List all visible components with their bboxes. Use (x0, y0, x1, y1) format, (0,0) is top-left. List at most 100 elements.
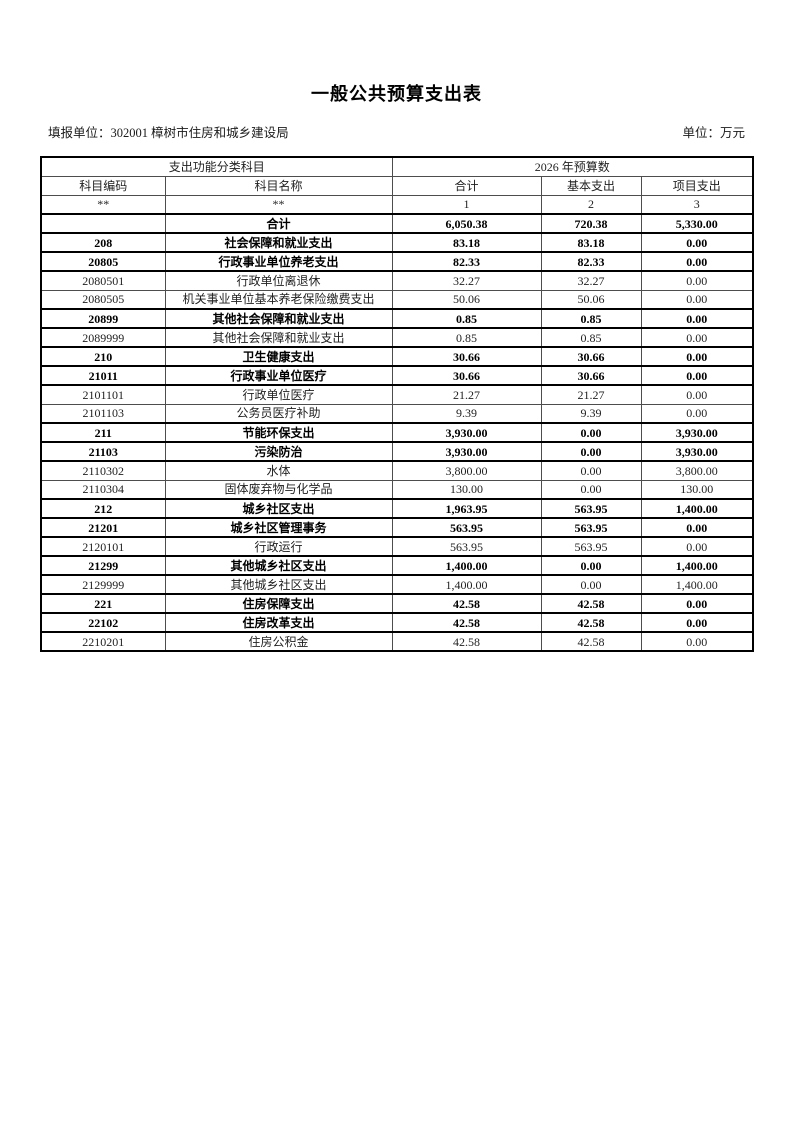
column-header-row: 科目编码 科目名称 合计 基本支出 项目支出 (40, 175, 754, 196)
cell-project-expenditure: 0.00 (640, 289, 754, 310)
cell-subject-name: 固体废弃物与化学品 (164, 479, 393, 500)
cell-total: 82.33 (391, 251, 542, 272)
cell-total: 83.18 (391, 232, 542, 253)
marker-cell: ** (40, 194, 166, 215)
cell-basic-expenditure: 42.58 (540, 612, 642, 633)
cell-basic-expenditure: 0.00 (540, 574, 642, 595)
col-header-name: 科目名称 (164, 175, 393, 196)
cell-subject-name: 住房保障支出 (164, 593, 393, 614)
table-row: 211 节能环保支出 3,930.00 0.00 3,930.00 (40, 422, 754, 443)
cell-basic-expenditure: 720.38 (540, 213, 642, 234)
cell-total: 42.58 (391, 631, 542, 652)
table-body: 合计 6,050.38 720.38 5,330.00 208 社会保障和就业支出 83.1… (40, 213, 754, 652)
cell-project-expenditure: 3,800.00 (640, 460, 754, 481)
cell-subject-name: 卫生健康支出 (164, 346, 393, 367)
cell-subject-name: 合计 (164, 213, 393, 234)
cell-subject-name: 其他城乡社区支出 (164, 555, 393, 576)
cell-total: 0.85 (391, 308, 542, 329)
cell-subject-code: 20899 (40, 308, 166, 329)
group-header-function: 支出功能分类科目 (40, 156, 393, 177)
cell-total: 0.85 (391, 327, 542, 348)
table-row: 22102 住房改革支出 42.58 42.58 0.00 (40, 612, 754, 633)
cell-subject-name: 行政单位医疗 (164, 384, 393, 405)
budget-table: 支出功能分类科目 2026 年预算数 科目编码 科目名称 合计 基本支出 项目支… (40, 156, 755, 652)
cell-subject-code: 21299 (40, 555, 166, 576)
cell-project-expenditure: 5,330.00 (640, 213, 754, 234)
cell-project-expenditure: 0.00 (640, 384, 754, 405)
cell-basic-expenditure: 563.95 (540, 536, 642, 557)
cell-basic-expenditure: 32.27 (540, 270, 642, 291)
table-row: 221 住房保障支出 42.58 42.58 0.00 (40, 593, 754, 614)
table-row: 2089999 其他社会保障和就业支出 0.85 0.85 0.00 (40, 327, 754, 348)
cell-basic-expenditure: 9.39 (540, 403, 642, 424)
cell-subject-name: 污染防治 (164, 441, 393, 462)
cell-basic-expenditure: 50.06 (540, 289, 642, 310)
marker-cell: 3 (640, 194, 754, 215)
cell-subject-code: 221 (40, 593, 166, 614)
table-row: 21299 其他城乡社区支出 1,400.00 0.00 1,400.00 (40, 555, 754, 576)
table-row: 2129999 其他城乡社区支出 1,400.00 0.00 1,400.00 (40, 574, 754, 595)
cell-total: 1,400.00 (391, 555, 542, 576)
col-header-project: 项目支出 (640, 175, 754, 196)
table-row: 21103 污染防治 3,930.00 0.00 3,930.00 (40, 441, 754, 462)
cell-total: 30.66 (391, 346, 542, 367)
cell-total: 9.39 (391, 403, 542, 424)
cell-project-expenditure: 0.00 (640, 517, 754, 538)
cell-project-expenditure: 0.00 (640, 308, 754, 329)
table-row: 2080501 行政单位离退休 32.27 32.27 0.00 (40, 270, 754, 291)
cell-subject-name: 水体 (164, 460, 393, 481)
col-header-basic: 基本支出 (540, 175, 642, 196)
group-header-budget-year: 2026 年预算数 (391, 156, 754, 177)
cell-basic-expenditure: 30.66 (540, 346, 642, 367)
table-row: 20805 行政事业单位养老支出 82.33 82.33 0.00 (40, 251, 754, 272)
marker-cell: ** (164, 194, 393, 215)
cell-project-expenditure: 0.00 (640, 403, 754, 424)
cell-project-expenditure: 3,930.00 (640, 441, 754, 462)
cell-subject-name: 其他社会保障和就业支出 (164, 308, 393, 329)
cell-basic-expenditure: 0.00 (540, 479, 642, 500)
cell-subject-name: 社会保障和就业支出 (164, 232, 393, 253)
cell-subject-name: 其他城乡社区支出 (164, 574, 393, 595)
cell-subject-code: 21011 (40, 365, 166, 386)
cell-subject-code: 2120101 (40, 536, 166, 557)
cell-basic-expenditure: 0.00 (540, 422, 642, 443)
cell-subject-code: 210 (40, 346, 166, 367)
cell-subject-name: 行政事业单位养老支出 (164, 251, 393, 272)
cell-subject-code: 2110302 (40, 460, 166, 481)
cell-subject-code: 208 (40, 232, 166, 253)
unit-label: 单位：万元 (682, 126, 745, 140)
marker-row: ** ** 1 2 3 (40, 194, 754, 215)
cell-basic-expenditure: 563.95 (540, 498, 642, 519)
cell-project-expenditure: 3,930.00 (640, 422, 754, 443)
cell-basic-expenditure: 0.85 (540, 308, 642, 329)
cell-subject-code: 2110304 (40, 479, 166, 500)
filer-label: 填报单位： (48, 126, 111, 140)
cell-subject-code: 2210201 (40, 631, 166, 652)
table-row: 2210201 住房公积金 42.58 42.58 0.00 (40, 631, 754, 652)
cell-subject-name: 其他社会保障和就业支出 (164, 327, 393, 348)
cell-subject-name: 机关事业单位基本养老保险缴费支出 (164, 289, 393, 310)
cell-total: 1,400.00 (391, 574, 542, 595)
cell-basic-expenditure: 21.27 (540, 384, 642, 405)
cell-subject-name: 城乡社区管理事务 (164, 517, 393, 538)
marker-cell: 2 (540, 194, 642, 215)
cell-subject-code: 2101101 (40, 384, 166, 405)
cell-subject-code: 2129999 (40, 574, 166, 595)
cell-subject-code: 2089999 (40, 327, 166, 348)
cell-basic-expenditure: 42.58 (540, 631, 642, 652)
filer-unit: 填报单位：302001 樟树市住房和城乡建设局 (48, 122, 289, 141)
cell-total: 3,930.00 (391, 441, 542, 462)
meta-row: 填报单位：302001 樟树市住房和城乡建设局 单位：万元 (48, 122, 745, 141)
marker-cell: 1 (391, 194, 542, 215)
cell-subject-code (40, 213, 166, 234)
cell-subject-code: 211 (40, 422, 166, 443)
cell-project-expenditure: 0.00 (640, 536, 754, 557)
cell-project-expenditure: 0.00 (640, 270, 754, 291)
table-row: 2080505 机关事业单位基本养老保险缴费支出 50.06 50.06 0.00 (40, 289, 754, 310)
cell-subject-code: 2080505 (40, 289, 166, 310)
cell-subject-name: 城乡社区支出 (164, 498, 393, 519)
cell-total: 21.27 (391, 384, 542, 405)
cell-subject-code: 21201 (40, 517, 166, 538)
table-row: 2120101 行政运行 563.95 563.95 0.00 (40, 536, 754, 557)
